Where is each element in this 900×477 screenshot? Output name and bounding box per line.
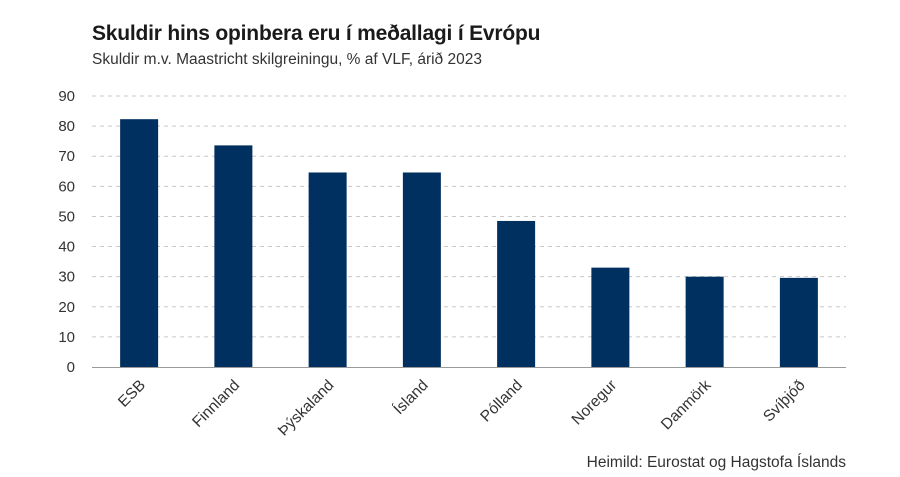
- chart-subtitle: Skuldir m.v. Maastricht skilgreiningu, %…: [92, 51, 482, 68]
- bar-1: [214, 145, 253, 367]
- y-axis-tick-labels: 0 10 20 30 40 50 60 70 80 90: [58, 88, 75, 376]
- bar-2: [308, 172, 347, 367]
- x-category-label-0: ESB: [115, 377, 149, 411]
- bar-6: [685, 276, 724, 367]
- y-tick-label-0: 0: [67, 359, 75, 376]
- x-category-label-2: Þýskaland: [275, 377, 338, 440]
- bar-0: [120, 119, 159, 368]
- x-category-label-6: Danmörk: [658, 377, 715, 434]
- x-category-label-7: Svíþjóð: [760, 377, 809, 426]
- bar-3: [402, 172, 441, 367]
- bar-4: [497, 220, 536, 367]
- x-category-label-4: Pólland: [477, 377, 526, 426]
- x-category-label-3: Ísland: [390, 377, 431, 418]
- x-axis-category-labels: ESB Finnland Þýskaland Ísland Pólland Noregur…: [115, 377, 809, 440]
- bar-7: [779, 277, 818, 367]
- source-note: Heimild: Eurostat og Hagstofa Íslands: [586, 454, 846, 471]
- chart-title: Skuldir hins opinbera eru í meðallagi í …: [92, 22, 541, 45]
- y-tick-label-50: 50: [58, 208, 75, 225]
- x-category-label-1: Finnland: [189, 377, 243, 431]
- gridlines: [92, 95, 846, 338]
- bars: [120, 119, 818, 368]
- y-tick-label-80: 80: [58, 118, 75, 135]
- bar-5: [591, 267, 630, 367]
- y-tick-label-20: 20: [58, 299, 75, 316]
- y-tick-label-10: 10: [58, 329, 75, 346]
- x-category-label-5: Noregur: [569, 377, 621, 429]
- y-tick-label-30: 30: [58, 269, 75, 286]
- y-tick-label-70: 70: [58, 148, 75, 165]
- y-tick-label-60: 60: [58, 178, 75, 195]
- y-tick-label-90: 90: [58, 88, 75, 105]
- y-tick-label-40: 40: [58, 239, 75, 256]
